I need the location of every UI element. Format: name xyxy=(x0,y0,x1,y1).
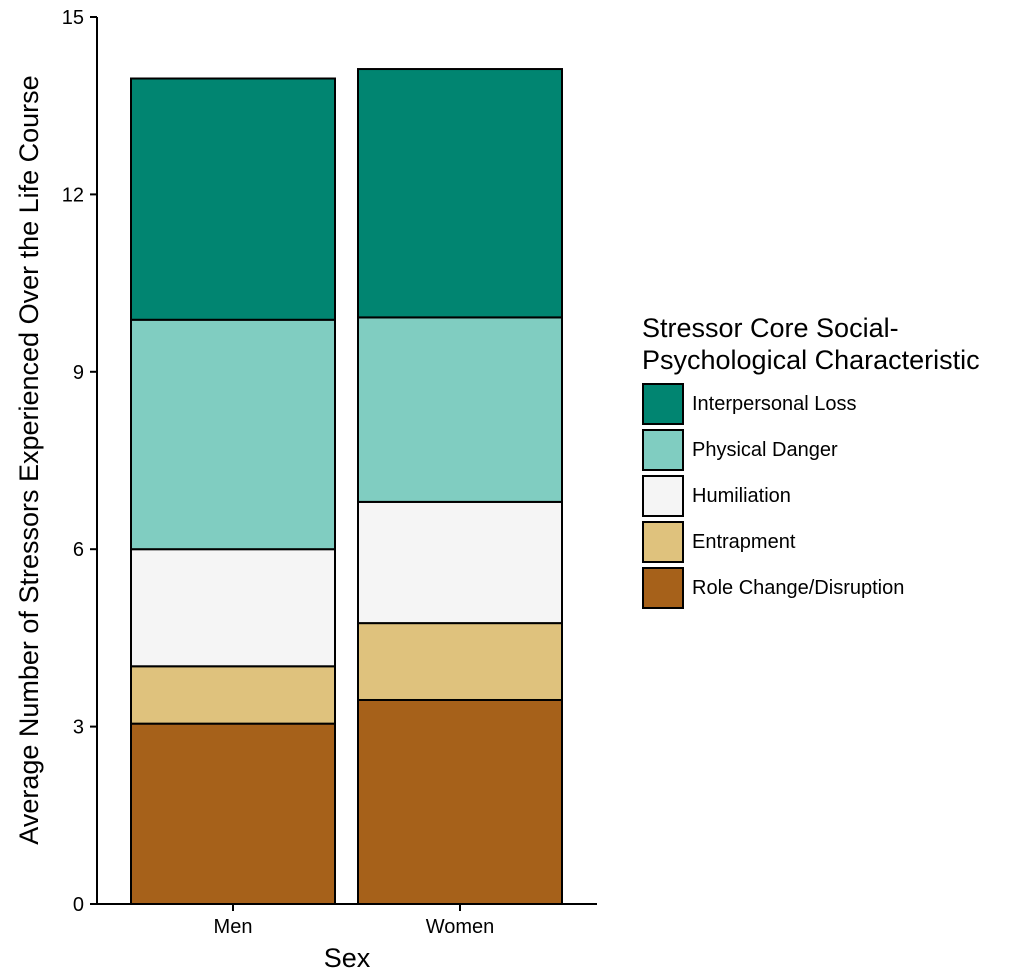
legend-item-role-change-disruption: Role Change/Disruption xyxy=(642,565,980,611)
y-tick-label: 12 xyxy=(62,184,84,206)
legend-swatch xyxy=(642,567,684,609)
legend-items: Interpersonal Loss Physical Danger Humil… xyxy=(642,381,980,611)
y-tick-label: 9 xyxy=(73,362,84,384)
x-axis-title: Sex xyxy=(324,943,371,972)
bars-group xyxy=(130,68,563,905)
bar-segment-women-entrapment xyxy=(357,622,563,701)
x-tick-label-women: Women xyxy=(426,916,495,938)
y-axis-title: Average Number of Stressors Experienced … xyxy=(14,75,44,844)
legend-item-entrapment: Entrapment xyxy=(642,519,980,565)
bar-segment-women-interpersonal-loss xyxy=(357,68,563,319)
legend-title: Stressor Core Social- Psychological Char… xyxy=(642,312,980,376)
legend-title-line-2: Psychological Characteristic xyxy=(642,345,980,375)
bar-segment-men-interpersonal-loss xyxy=(130,77,336,321)
legend-item-interpersonal-loss: Interpersonal Loss xyxy=(642,381,980,427)
legend-label: Role Change/Disruption xyxy=(692,576,905,599)
bar-segment-women-humiliation xyxy=(357,500,563,625)
bar-segment-women-role-change-disruption xyxy=(357,698,563,905)
y-tick-label: 0 xyxy=(73,894,84,916)
legend-swatch xyxy=(642,521,684,563)
bar-segment-men-humiliation xyxy=(130,548,336,668)
y-tick-label: 3 xyxy=(73,717,84,739)
legend-swatch xyxy=(642,383,684,425)
legend-label: Entrapment xyxy=(692,530,796,553)
y-tick-label: 15 xyxy=(62,7,84,29)
legend-label: Humiliation xyxy=(692,484,791,507)
bar-segment-men-role-change-disruption xyxy=(130,722,336,905)
bar-segment-men-entrapment xyxy=(130,665,336,725)
legend-label: Physical Danger xyxy=(692,438,838,461)
y-axis-ticks: 0 3 6 9 12 15 xyxy=(62,7,97,916)
bar-segment-women-physical-danger xyxy=(357,316,563,503)
legend-title-line-1: Stressor Core Social- xyxy=(642,313,899,343)
x-axis-ticks: Men Women xyxy=(214,904,495,938)
legend-item-physical-danger: Physical Danger xyxy=(642,427,980,473)
legend-item-humiliation: Humiliation xyxy=(642,473,980,519)
bar-segment-men-physical-danger xyxy=(130,318,336,551)
y-tick-label: 6 xyxy=(73,539,84,561)
legend-swatch xyxy=(642,429,684,471)
legend: Stressor Core Social- Psychological Char… xyxy=(642,312,980,611)
legend-swatch xyxy=(642,475,684,517)
legend-label: Interpersonal Loss xyxy=(692,392,857,415)
x-tick-label-men: Men xyxy=(214,916,253,938)
